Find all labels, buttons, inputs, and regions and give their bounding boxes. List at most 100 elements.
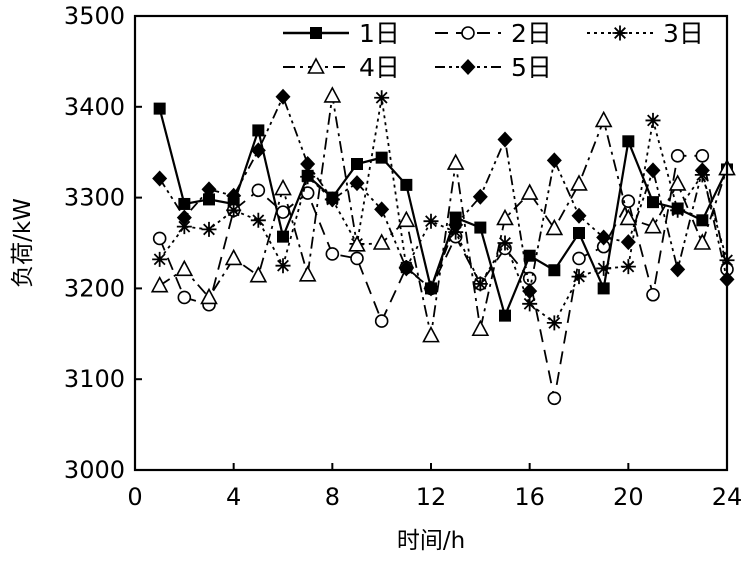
series-3-point [472, 276, 488, 292]
series-4-point [570, 174, 588, 191]
series-3-point [546, 315, 562, 331]
series-layer [150, 86, 736, 406]
series-5-point [571, 207, 587, 224]
series-1-point [573, 227, 585, 240]
series-1 [153, 102, 733, 322]
series-2-point [374, 314, 389, 328]
legend-marker-4 [307, 57, 325, 74]
legend-item-3: 3日 [587, 19, 704, 48]
series-1-point [375, 151, 388, 164]
series-4-point [397, 210, 416, 228]
legend-marker-1 [310, 27, 322, 39]
series-2-line [158, 154, 728, 399]
series-5-point [176, 209, 192, 226]
series-3-point [374, 90, 390, 106]
series-4-point [150, 275, 169, 293]
series-1-point [252, 124, 265, 137]
series-1-point [178, 197, 191, 210]
series-1-point [351, 158, 363, 171]
legend-marker-3 [612, 25, 628, 41]
series-3-point [250, 212, 266, 228]
x-tick-label-0: 0 [127, 483, 142, 511]
series-4-point [224, 248, 243, 266]
series-1-point [153, 102, 166, 115]
series-5-point [620, 234, 636, 251]
series-1-line [158, 108, 728, 320]
series-1-point [400, 178, 413, 191]
series-1-point [696, 214, 709, 227]
series-3-point [152, 251, 168, 267]
series-5-point [423, 280, 439, 297]
legend: 1日 2日 3日 4日 5日 [283, 19, 704, 82]
series-5-line [158, 94, 728, 292]
series-5-point [349, 175, 365, 192]
series-5-point [374, 201, 390, 218]
series-4-point [446, 153, 465, 170]
x-tick-label-5: 20 [613, 483, 644, 511]
legend-label-2: 2日 [511, 19, 552, 48]
series-4-point [298, 265, 317, 282]
series-5-point [448, 216, 464, 233]
plot-frame [133, 14, 729, 472]
series-2-point [177, 290, 192, 305]
y-tick-label-2: 3200 [64, 274, 125, 302]
series-4-point [594, 110, 613, 128]
series-3-point [423, 213, 439, 229]
series-1-point [474, 221, 487, 234]
series-2-point [646, 287, 660, 302]
legend-label-4: 4日 [359, 53, 400, 82]
series-5-point [596, 229, 612, 246]
series-3-point [176, 219, 192, 235]
series-1-point [499, 309, 511, 322]
series-1-point [277, 230, 289, 243]
series-4-point [372, 233, 391, 250]
series-4-line [159, 95, 728, 336]
series-3-point [275, 258, 291, 274]
series-5-point [546, 152, 562, 169]
series-5-point [275, 88, 291, 105]
series-3-point [300, 169, 316, 185]
series-3-line [158, 97, 728, 325]
legend-item-1: 1日 [283, 19, 400, 48]
series-4 [150, 86, 736, 343]
series-4-point [619, 208, 638, 226]
series-5-point [398, 260, 414, 277]
legend-item-2: 2日 [435, 19, 552, 48]
series-4-point [644, 216, 662, 234]
series-3-point [670, 202, 686, 218]
series-1-point [548, 264, 561, 277]
y-tick-label-1: 3100 [64, 365, 125, 393]
series-4-point [668, 174, 687, 191]
series-5-point [152, 170, 168, 187]
series-3-point [201, 221, 217, 237]
series-3-point [620, 259, 636, 275]
series-4-point [422, 325, 440, 343]
x-tick-label-6: 24 [712, 483, 743, 511]
series-2-point [547, 391, 562, 406]
series-5-point [300, 156, 316, 173]
series-2-point [325, 247, 340, 261]
series-4-point [200, 287, 218, 305]
legend-label-3: 3日 [663, 19, 704, 48]
series-5-point [694, 162, 710, 179]
series-4-point [249, 265, 268, 283]
series-5-point [324, 191, 340, 208]
series-4-point [175, 259, 194, 277]
series-5 [152, 88, 735, 300]
series-4-point [545, 218, 564, 236]
x-tick-label-3: 12 [416, 483, 447, 511]
series-4-point [693, 233, 712, 250]
series-2-point [152, 231, 167, 246]
series-3-point [522, 296, 538, 312]
series-5-point [497, 131, 513, 148]
ticks-layer: 0 4 8 12 16 20 24 3000 3100 3200 3300 3400 3500 [64, 2, 742, 511]
x-axis-label: 时间/h [397, 528, 465, 554]
y-tick-label-3: 3300 [64, 184, 125, 212]
legend-label-5: 5日 [511, 53, 552, 82]
legend-item-4: 4日 [283, 53, 400, 82]
series-1-point [597, 282, 610, 295]
series-4-point [274, 178, 292, 196]
y-tick-label-5: 3500 [64, 2, 125, 30]
series-5-point [201, 181, 217, 198]
